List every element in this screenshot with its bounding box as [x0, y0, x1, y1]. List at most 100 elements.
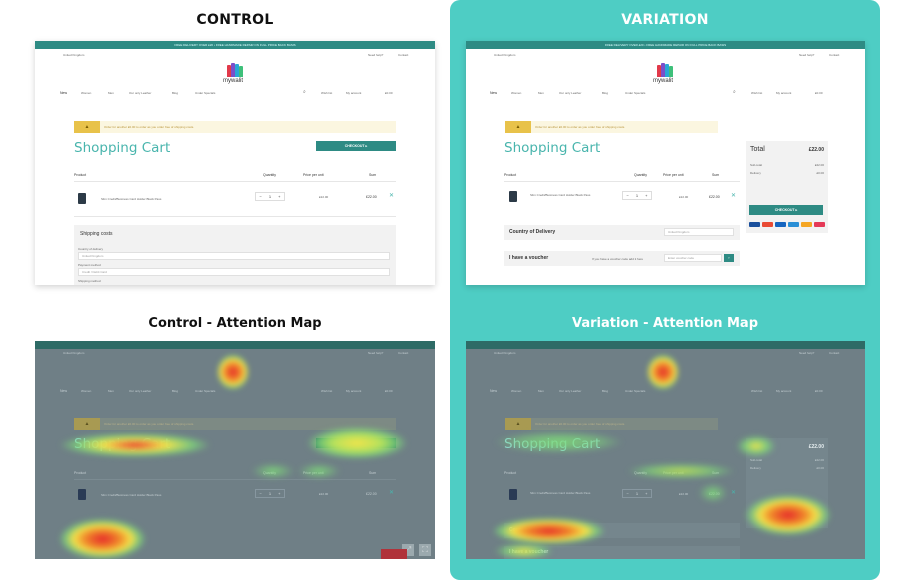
country-selector: United Kingdom [494, 351, 516, 355]
payment-select[interactable]: Credit / Debit Card [78, 268, 390, 276]
voucher-hint: If you have a voucher code add it here [592, 257, 644, 261]
nav-men[interactable]: Men [108, 91, 114, 95]
nav-women[interactable]: Women [81, 91, 92, 95]
product-image[interactable] [509, 191, 517, 202]
nav-blog: Blog [602, 389, 609, 393]
nav-men: Men [538, 389, 544, 393]
subtotal-value: £22.00 [814, 458, 824, 462]
logo-icon[interactable] [227, 63, 245, 77]
shipping-title: Shipping costs [80, 231, 113, 237]
product-name: Slim Credit/Business Card Holder Black P… [101, 493, 162, 497]
nav-blog[interactable]: Blog [172, 91, 179, 95]
control-heading: CONTROL [196, 12, 274, 28]
delivery-label: Delivery [750, 466, 761, 470]
cart-icon[interactable]: £0.00 [385, 91, 393, 95]
contact-link[interactable]: Contact [829, 53, 840, 57]
col-price: Price per unit [303, 173, 324, 177]
help-link[interactable]: Need help? [799, 53, 815, 57]
col-product: Product [504, 471, 517, 475]
help-link[interactable]: Need help? [368, 53, 384, 57]
country-selector: United Kingdom [63, 351, 85, 355]
voucher-input[interactable]: Enter voucher code [664, 254, 722, 262]
topbar-banner: FREE DELIVERY OVER £20 • FREE HANDMADE R… [466, 41, 865, 49]
heat-spot-title [494, 431, 624, 453]
nav-blog: Blog [172, 389, 179, 393]
nav-women: Women [511, 389, 522, 393]
unit-price: £22.00 [679, 492, 689, 496]
checkout-button[interactable]: CHECKOUT ▸ [316, 141, 396, 151]
country-selector[interactable]: United Kingdom [494, 53, 516, 57]
nav-women[interactable]: Women [511, 91, 522, 95]
country-select[interactable]: United Kingdom [78, 252, 390, 260]
nav-new[interactable]: New [490, 91, 498, 95]
subtotal-value: £22.00 [814, 163, 824, 167]
visa-icon [775, 222, 786, 227]
account-link: My account [776, 389, 792, 393]
heat-spot-logo [218, 355, 248, 389]
remove-icon[interactable]: ✕ [731, 193, 737, 199]
quantity-stepper[interactable]: −1 + [622, 191, 652, 200]
nav-leather: Our only Leather [129, 389, 152, 393]
account-link[interactable]: My account [346, 91, 362, 95]
apply-voucher-button[interactable]: › [724, 254, 734, 262]
col-sum: Sum [369, 471, 377, 475]
contact-link[interactable]: Contact [398, 53, 409, 57]
line-sum: £22.00 [366, 195, 377, 199]
warning-icon: ▲ [505, 418, 531, 430]
contact-link: Contact [829, 351, 840, 355]
country-label: Country of Delivery [509, 229, 556, 235]
product-name[interactable]: Slim Credit/Business Card Holder Black P… [101, 197, 162, 201]
nav-men[interactable]: Men [538, 91, 544, 95]
checkout-button[interactable]: CHECKOUT ▸ [749, 205, 823, 215]
divider [74, 216, 396, 217]
product-name[interactable]: Slim Credit/Business Card Holder Black P… [530, 193, 591, 197]
remove-icon[interactable]: ✕ [389, 193, 395, 199]
field-label: Payment method [78, 263, 101, 267]
notice-text: Order for another £0.00 to order as you … [104, 422, 195, 426]
quantity-stepper: −1 + [255, 489, 285, 498]
paypal-icon [749, 222, 760, 227]
field-label: Shipping method [78, 279, 101, 283]
col-sum: Sum [369, 173, 377, 177]
page-title: Shopping Cart [74, 140, 171, 156]
wishlist-link[interactable]: Wish list [321, 91, 333, 95]
cart-icon: £0.00 [385, 389, 393, 393]
search-icon[interactable]: ⌕ [303, 89, 306, 95]
divider [504, 181, 740, 182]
nav-new[interactable]: New [60, 91, 68, 95]
fullscreen-icon[interactable]: ⛶ [419, 544, 431, 556]
cart-icon: £0.00 [815, 389, 823, 393]
nav-leather[interactable]: Our only Leather [559, 91, 582, 95]
unit-price: £22.00 [679, 195, 689, 199]
topbar-banner [466, 341, 865, 349]
nav-leather[interactable]: Our only Leather [129, 91, 152, 95]
wishlist-link[interactable]: Wish list [751, 91, 763, 95]
shipping-notice: ▲ Order for another £0.00 to order as yo… [74, 121, 396, 133]
quantity-stepper[interactable]: −1 + [255, 192, 285, 201]
nav-specials: Under Specials [625, 389, 646, 393]
live-chat-button[interactable] [381, 549, 407, 559]
voucher-row: I have a voucher If you have a voucher c… [504, 251, 740, 266]
shipping-notice: ▲ Order for another £0.00 to order as yo… [74, 418, 396, 430]
wishlist-link: Wish list [321, 389, 333, 393]
logo-icon[interactable] [657, 63, 675, 77]
help-link: Need help? [368, 351, 384, 355]
nav-specials[interactable]: Under Specials [195, 91, 216, 95]
nav-women: Women [81, 389, 92, 393]
page-title: Shopping Cart [504, 140, 601, 156]
country-select[interactable]: United Kingdom [664, 228, 734, 236]
account-link[interactable]: My account [776, 91, 792, 95]
col-product: Product [74, 173, 87, 177]
search-icon[interactable]: ⌕ [733, 89, 736, 95]
cart-icon[interactable]: £0.00 [815, 91, 823, 95]
country-selector[interactable]: United Kingdom [63, 53, 85, 57]
product-image[interactable] [78, 193, 86, 204]
nav-specials: Under Specials [195, 389, 216, 393]
delivery-value: £0.00 [816, 171, 824, 175]
nav-blog[interactable]: Blog [602, 91, 609, 95]
voucher-label: I have a voucher [509, 255, 549, 261]
nav-specials[interactable]: Under Specials [625, 91, 646, 95]
help-link: Need help? [799, 351, 815, 355]
account-link: My account [346, 389, 362, 393]
heat-spot-quantity [251, 463, 295, 479]
